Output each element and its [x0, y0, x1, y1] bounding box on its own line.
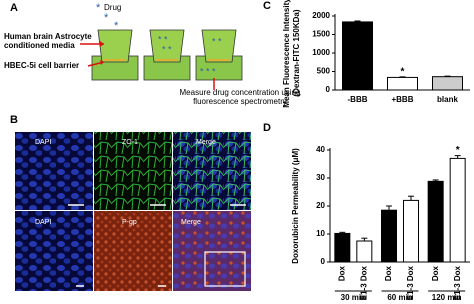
x-tick-label: Dox — [337, 265, 346, 281]
y-tick-label: 2000 — [312, 11, 330, 20]
y-tick-label: 500 — [317, 67, 331, 76]
y-tick-label: 1000 — [312, 48, 330, 57]
arrow-head — [100, 60, 104, 65]
insert — [201, 29, 237, 63]
micrograph — [15, 132, 93, 210]
measure-label: fluorescence spectrometry — [193, 97, 287, 106]
y-tick-label: 40 — [316, 145, 325, 154]
beakers: * * * * * * * * * — [91, 29, 243, 81]
cell-layer — [208, 59, 230, 61]
panel-label: D — [263, 122, 271, 134]
panel-a: A * Drug * * * * * * * * * * * Human bra… — [4, 2, 300, 106]
drug-icon: * * * — [200, 66, 216, 76]
x-tick-label: E1-3 Dox — [359, 265, 368, 300]
media-label: conditioned media — [4, 41, 75, 50]
inset — [204, 251, 246, 287]
x-tick-label: E1-3 Dox — [406, 265, 415, 300]
y-tick-label: 1500 — [312, 30, 330, 39]
drug-icon: * — [96, 2, 101, 14]
micrograph — [94, 132, 172, 210]
x-tick-label: -BBB — [348, 95, 368, 104]
barrier-label: HBEC-5i cell barrier — [4, 61, 79, 70]
cell-layer — [156, 59, 178, 61]
x-tick-label: Dox — [431, 265, 440, 281]
bar — [334, 232, 351, 263]
cell-layer — [104, 59, 126, 61]
y-axis-label: Doxorubicin Permeability (μM) — [291, 148, 300, 264]
bar — [381, 209, 397, 263]
y-tick-label: 30 — [316, 173, 325, 182]
channel-label: P-gp — [122, 219, 137, 226]
significance: * — [456, 145, 460, 156]
x-tick-label: Dox — [384, 265, 393, 281]
insert — [97, 29, 133, 63]
bar — [432, 76, 463, 91]
channel-label: DAPI — [35, 219, 51, 226]
micrograph — [94, 211, 172, 291]
drug-icon: * * — [212, 36, 222, 46]
micrograph — [173, 132, 251, 210]
group-label: 60 min — [387, 293, 412, 302]
channel-label: ZO-1 — [122, 139, 138, 146]
insert — [149, 29, 185, 63]
micrograph — [15, 211, 93, 291]
channel-label: Merge — [196, 139, 216, 146]
significance: * — [401, 67, 405, 78]
bar — [449, 157, 466, 263]
y-tick-label: 0 — [321, 257, 326, 266]
group-label: 120 min — [432, 293, 462, 302]
bar — [356, 240, 373, 263]
bar — [387, 76, 418, 91]
drug-icon: * * — [158, 34, 168, 44]
bar — [403, 199, 419, 263]
media-label: Human brain Astrocyte — [4, 32, 92, 41]
drug-icon: * * — [162, 44, 172, 54]
measure-label: Measure drug concentration using — [180, 88, 301, 97]
panel-label: B — [10, 114, 18, 126]
drug-icon: * — [104, 12, 109, 24]
channel-label: DAPI — [35, 139, 51, 146]
panel-label: C — [263, 0, 271, 12]
channel-label: Merge — [181, 219, 201, 226]
panel-label: A — [10, 2, 18, 14]
y-axis-label: (Dextran-FITC 150KDa) — [292, 9, 301, 96]
y-tick-label: 0 — [326, 85, 331, 94]
bar — [427, 180, 444, 263]
drug-label: Drug — [104, 3, 121, 12]
drug-icon: * — [114, 20, 119, 32]
y-tick-label: 20 — [316, 201, 325, 210]
y-tick-label: 10 — [316, 229, 325, 238]
x-tick-label: E1-3 Dox — [453, 265, 462, 300]
group-label: 30 min — [341, 293, 366, 302]
y-axis-label: Mean Fluorescence Intensity — [282, 0, 291, 108]
x-tick-label: blank — [437, 95, 458, 104]
bar — [342, 21, 373, 91]
x-tick-label: +BBB — [391, 95, 413, 104]
arrow-head — [100, 41, 104, 47]
panel-b: B DAPI ZO-1 Merge DAPI P-gp Merge — [10, 114, 251, 291]
